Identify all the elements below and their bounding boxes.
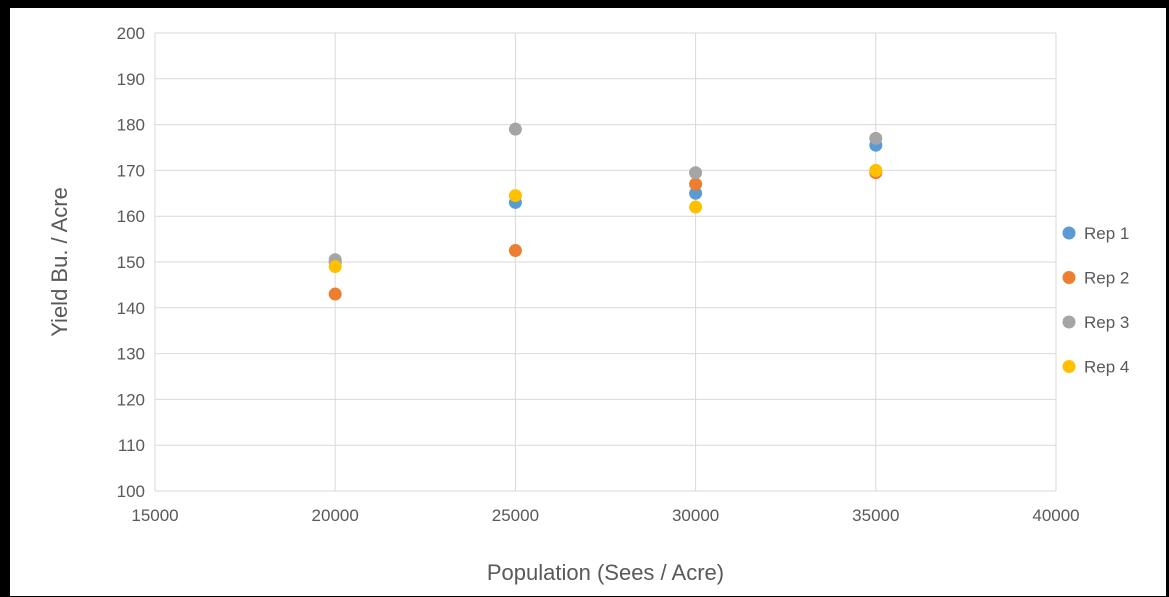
legend-label: Rep 3 (1084, 313, 1129, 332)
legend-label: Rep 1 (1084, 224, 1129, 243)
data-point (689, 200, 703, 214)
data-point (508, 244, 522, 258)
y-tick-label: 130 (117, 345, 145, 364)
data-point (328, 260, 342, 274)
chart-frame: 100 110 120 130 140 150 160 170 180 190 200 15000 20… (10, 8, 1166, 596)
y-tick-label: 110 (118, 436, 145, 455)
x-tick-label: 30000 (672, 506, 719, 525)
y-tick-label: 190 (117, 70, 145, 89)
x-tick-label: 25000 (492, 506, 539, 525)
legend-marker (1062, 271, 1076, 284)
legend-item: Rep 2 (1062, 269, 1129, 288)
y-tick-label: 140 (117, 299, 145, 318)
legend-label: Rep 2 (1084, 269, 1129, 288)
legend-marker (1062, 360, 1076, 373)
x-axis-title: Population (Sees / Acre) (487, 560, 724, 585)
gridlines (154, 32, 1057, 492)
axes: 100 110 120 130 140 150 160 170 180 190 200 15000 20… (117, 24, 1080, 525)
y-tick-label: 200 (117, 24, 145, 43)
y-tick-label: 120 (117, 390, 145, 409)
x-tick-label: 40000 (1032, 506, 1079, 525)
data-point (508, 189, 522, 203)
data-points (328, 122, 883, 301)
data-point (869, 131, 883, 145)
legend-item: Rep 4 (1062, 358, 1129, 377)
y-axis-title: Yield Bu. / Acre (47, 187, 72, 337)
legend-item: Rep 3 (1062, 313, 1129, 332)
legend-marker (1062, 315, 1076, 329)
data-point (869, 163, 883, 177)
legend-item: Rep 1 (1062, 224, 1129, 243)
y-tick-label: 180 (117, 116, 145, 135)
y-tick-label: 160 (117, 207, 145, 226)
data-point (508, 122, 522, 136)
x-tick-label: 15000 (131, 506, 178, 525)
data-point (689, 177, 703, 191)
scatter-chart: 100 110 120 130 140 150 160 170 180 190 200 15000 20… (47, 24, 1129, 585)
legend-label: Rep 4 (1084, 358, 1129, 377)
y-tick-label: 170 (117, 161, 145, 180)
data-point (689, 186, 703, 200)
y-tick-label: 100 (117, 482, 145, 501)
x-tick-label: 35000 (852, 506, 899, 525)
legend: Rep 1 Rep 2 Rep 3 Rep 4 (1062, 224, 1129, 377)
data-point (689, 166, 703, 180)
data-point (328, 287, 342, 301)
legend-marker (1062, 226, 1076, 240)
x-tick-label: 20000 (312, 506, 359, 525)
y-tick-label: 150 (117, 253, 145, 272)
